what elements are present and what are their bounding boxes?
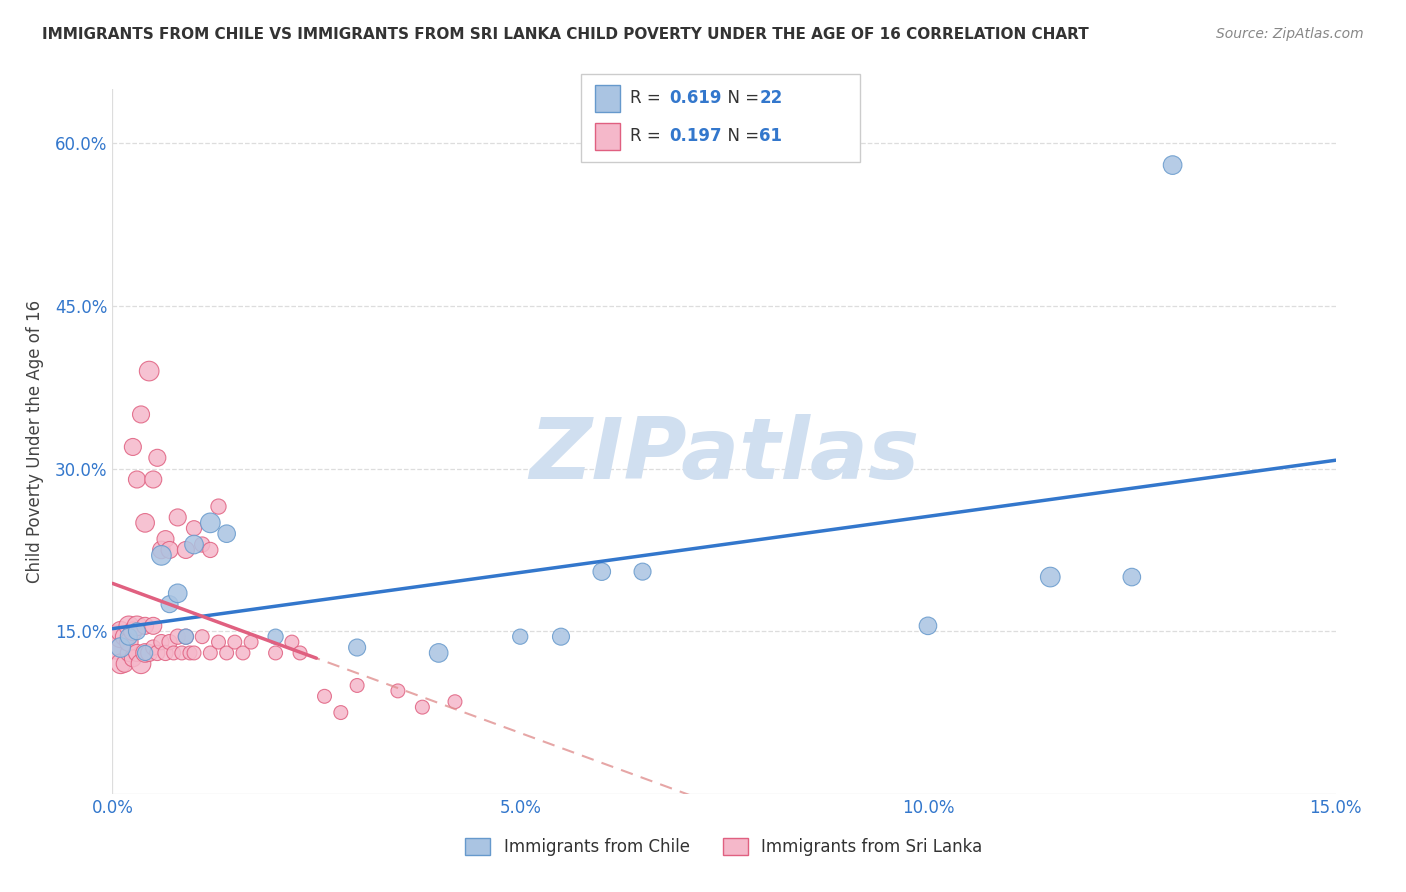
Point xyxy=(207,500,229,514)
Point xyxy=(191,630,214,644)
Point xyxy=(224,635,246,649)
Point xyxy=(138,364,160,378)
Point xyxy=(1121,570,1143,584)
Point xyxy=(174,630,197,644)
Point xyxy=(411,700,433,714)
Point xyxy=(281,635,304,649)
Point xyxy=(110,657,132,671)
Point xyxy=(122,624,145,639)
Point xyxy=(114,657,136,671)
Point xyxy=(200,543,222,558)
Point xyxy=(150,543,173,558)
Point xyxy=(125,624,148,639)
Point xyxy=(191,537,214,551)
Point xyxy=(631,565,654,579)
Point xyxy=(314,690,336,704)
Point xyxy=(183,521,205,535)
Point xyxy=(917,619,939,633)
Point xyxy=(183,537,205,551)
Text: 0.619: 0.619 xyxy=(669,89,721,107)
Point xyxy=(150,549,173,563)
Point xyxy=(427,646,450,660)
Text: Source: ZipAtlas.com: Source: ZipAtlas.com xyxy=(1216,27,1364,41)
Y-axis label: Child Poverty Under the Age of 16: Child Poverty Under the Age of 16 xyxy=(25,300,44,583)
Text: 61: 61 xyxy=(759,128,782,145)
Point xyxy=(183,646,205,660)
Point xyxy=(159,635,181,649)
Point xyxy=(105,635,128,649)
Point xyxy=(122,440,145,454)
Point xyxy=(329,706,352,720)
Point xyxy=(159,597,181,611)
Point xyxy=(134,516,156,530)
Text: N =: N = xyxy=(717,89,765,107)
Point xyxy=(142,619,165,633)
Point xyxy=(387,684,409,698)
Point xyxy=(110,630,132,644)
Point xyxy=(150,635,173,649)
Point xyxy=(125,646,148,660)
Point xyxy=(118,646,141,660)
Point xyxy=(207,635,229,649)
Point xyxy=(155,646,177,660)
Point xyxy=(129,408,152,422)
Point xyxy=(134,619,156,633)
Point xyxy=(155,532,177,546)
Text: ZIPatlas: ZIPatlas xyxy=(529,414,920,497)
Point xyxy=(134,646,156,660)
Point xyxy=(1161,158,1184,172)
Point xyxy=(166,510,188,524)
Point xyxy=(138,646,160,660)
Point xyxy=(346,640,368,655)
Point xyxy=(1039,570,1062,584)
Point xyxy=(129,657,152,671)
Point xyxy=(122,651,145,665)
Text: 0.197: 0.197 xyxy=(669,128,721,145)
Point xyxy=(146,646,169,660)
Point xyxy=(288,646,311,660)
Point xyxy=(591,565,613,579)
Point xyxy=(118,630,141,644)
Point xyxy=(142,640,165,655)
Point xyxy=(550,630,572,644)
Point xyxy=(159,543,181,558)
Text: N =: N = xyxy=(717,128,765,145)
Text: IMMIGRANTS FROM CHILE VS IMMIGRANTS FROM SRI LANKA CHILD POVERTY UNDER THE AGE O: IMMIGRANTS FROM CHILE VS IMMIGRANTS FROM… xyxy=(42,27,1088,42)
Point xyxy=(200,646,222,660)
Text: R =: R = xyxy=(630,89,666,107)
Point xyxy=(110,624,132,639)
Point xyxy=(114,630,136,644)
Point xyxy=(118,635,141,649)
Point xyxy=(264,646,287,660)
Text: 22: 22 xyxy=(759,89,783,107)
Point xyxy=(200,516,222,530)
Legend: Immigrants from Chile, Immigrants from Sri Lanka: Immigrants from Chile, Immigrants from S… xyxy=(458,831,990,863)
Point xyxy=(264,630,287,644)
Point xyxy=(125,619,148,633)
Text: R =: R = xyxy=(630,128,666,145)
Point xyxy=(166,586,188,600)
Point xyxy=(509,630,531,644)
Point xyxy=(444,695,467,709)
Point xyxy=(146,450,169,465)
Point xyxy=(166,630,188,644)
Point xyxy=(215,526,238,541)
Point xyxy=(179,646,201,660)
Point xyxy=(215,646,238,660)
Point xyxy=(134,646,156,660)
Point xyxy=(110,640,132,655)
Point xyxy=(142,473,165,487)
Point xyxy=(170,646,193,660)
Point xyxy=(174,543,197,558)
Point xyxy=(125,473,148,487)
Point xyxy=(240,635,263,649)
Point xyxy=(118,619,141,633)
Point xyxy=(174,630,197,644)
Point xyxy=(232,646,254,660)
Point xyxy=(163,646,186,660)
Point xyxy=(346,678,368,692)
